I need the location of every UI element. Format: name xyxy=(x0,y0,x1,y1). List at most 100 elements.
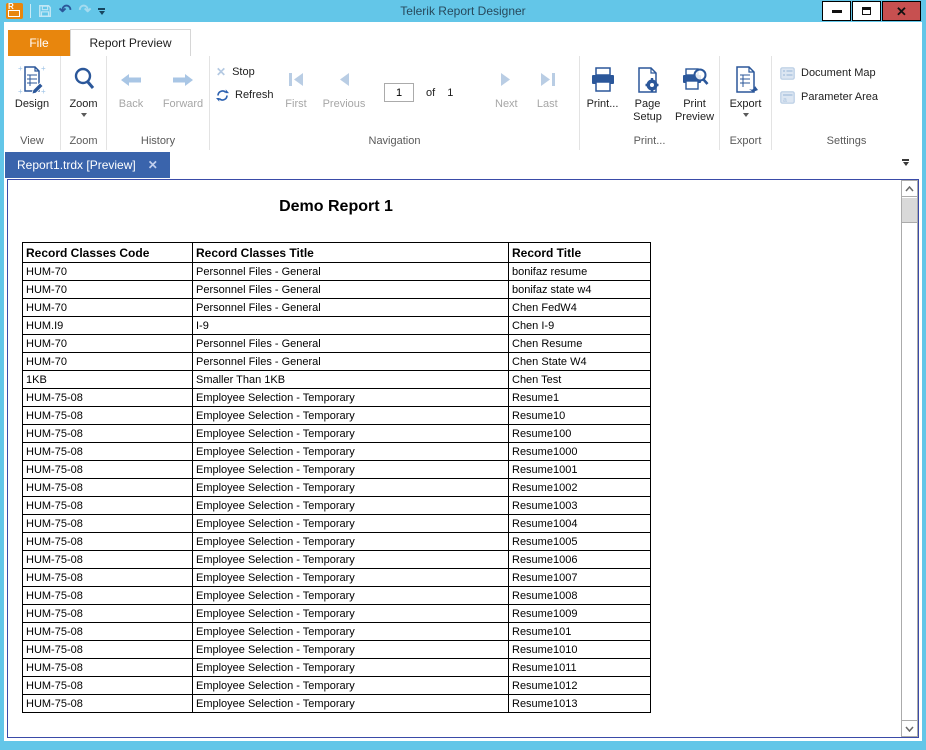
table-cell: Chen Resume xyxy=(508,334,651,353)
table-row: HUM-70 Personnel Files - General Chen FedW… xyxy=(22,298,651,317)
table-cell: Employee Selection - Temporary xyxy=(192,586,509,605)
page-setup-icon xyxy=(635,61,661,98)
ribbon-group-settings: Document Map a Parameter Area Settings xyxy=(772,56,921,150)
column-header: Record Title xyxy=(508,242,651,263)
document-map-icon xyxy=(780,66,795,80)
page-setup-button[interactable]: Page Setup xyxy=(627,56,669,124)
ribbon-group-view: + + + + Design V xyxy=(4,56,61,150)
back-button[interactable]: Back xyxy=(108,56,154,111)
table-cell: bonifaz state w4 xyxy=(508,280,651,299)
table-cell: HUM-75-08 xyxy=(22,586,193,605)
ribbon-group-print: Print... xyxy=(580,56,720,150)
undo-icon[interactable]: ↶ xyxy=(59,2,72,19)
zoom-button[interactable]: Zoom xyxy=(69,56,98,117)
back-arrow-icon xyxy=(120,61,142,98)
table-cell: Resume1011 xyxy=(508,658,651,677)
table-cell: Chen I-9 xyxy=(508,316,651,335)
table-cell: Smaller Than 1KB xyxy=(192,370,509,389)
stop-button[interactable]: ✕ Stop xyxy=(210,62,276,82)
scrollbar-thumb[interactable] xyxy=(902,198,917,223)
table-cell: Resume100 xyxy=(508,424,651,443)
parameter-area-icon: a xyxy=(780,90,795,104)
table-cell: Employee Selection - Temporary xyxy=(192,550,509,569)
last-page-button[interactable]: Last xyxy=(527,56,567,111)
table-cell: HUM-75-08 xyxy=(22,442,193,461)
table-cell: Resume1002 xyxy=(508,478,651,497)
redo-icon[interactable]: ↷ xyxy=(78,2,92,19)
table-cell: HUM-75-08 xyxy=(22,460,193,479)
table-cell: Resume1007 xyxy=(508,568,651,587)
divider xyxy=(30,4,31,18)
export-label: Export xyxy=(729,98,762,110)
close-icon: ✕ xyxy=(896,3,907,19)
report-title: Demo Report 1 xyxy=(279,198,393,215)
svg-text:a: a xyxy=(783,97,787,104)
tab-file[interactable]: File xyxy=(8,30,70,56)
document-tabstrip: Report1.trdx [Preview] ✕ xyxy=(4,150,922,179)
document-map-button[interactable]: Document Map xyxy=(780,63,921,83)
table-cell: Resume1013 xyxy=(508,694,651,713)
table-cell: Personnel Files - General xyxy=(192,334,509,353)
page-setup-label-line1: Page xyxy=(634,98,661,110)
table-cell: Resume1004 xyxy=(508,514,651,533)
group-label-history: History xyxy=(140,135,176,147)
table-row: HUM-75-08 Employee Selection - Temporary R… xyxy=(22,568,651,587)
group-label-export: Export xyxy=(729,135,762,147)
document-tab[interactable]: Report1.trdx [Preview] ✕ xyxy=(5,152,170,178)
table-cell: Resume101 xyxy=(508,622,651,641)
print-icon xyxy=(589,61,617,98)
refresh-button[interactable]: Refresh xyxy=(210,85,276,105)
table-cell: Chen Test xyxy=(508,370,651,389)
table-row: 1KB Smaller Than 1KB Chen Test xyxy=(22,370,651,389)
table-cell: HUM-75-08 xyxy=(22,550,193,569)
group-label-print: Print... xyxy=(633,135,666,147)
table-cell: HUM-75-08 xyxy=(22,568,193,587)
forward-button[interactable]: Forward xyxy=(158,56,208,111)
table-cell: Employee Selection - Temporary xyxy=(192,496,509,515)
print-preview-button[interactable]: Print Preview xyxy=(671,56,719,124)
maximize-button[interactable] xyxy=(852,1,881,21)
table-row: HUM-70 Personnel Files - General Chen Stat… xyxy=(22,352,651,371)
forward-label: Forward xyxy=(162,98,204,110)
document-tab-title: Report1.trdx [Preview] xyxy=(17,158,136,172)
maximize-icon xyxy=(862,7,871,15)
table-cell: Employee Selection - Temporary xyxy=(192,460,509,479)
scroll-up-button[interactable] xyxy=(902,181,917,197)
next-page-button[interactable]: Next xyxy=(485,56,527,111)
save-icon[interactable] xyxy=(38,4,52,18)
first-label: First xyxy=(285,98,307,110)
page-number-input[interactable] xyxy=(384,83,414,102)
table-row: HUM-75-08 Employee Selection - Temporary R… xyxy=(22,514,651,533)
parameter-area-button[interactable]: a Parameter Area xyxy=(780,87,921,107)
titlebar: R ↶ ↷ Telerik Report Designer ✕ xyxy=(0,0,926,22)
vertical-scrollbar[interactable] xyxy=(901,180,918,737)
table-cell: Personnel Files - General xyxy=(192,298,509,317)
table-cell: HUM-75-08 xyxy=(22,514,193,533)
tab-report-preview[interactable]: Report Preview xyxy=(70,29,191,56)
back-label: Back xyxy=(118,98,144,110)
table-cell: Resume1012 xyxy=(508,676,651,695)
app-icon[interactable]: R xyxy=(6,3,23,19)
table-row: HUM.I9 I-9 Chen I-9 xyxy=(22,316,651,335)
print-button[interactable]: Print... xyxy=(581,56,625,111)
scroll-down-button[interactable] xyxy=(902,720,917,736)
customize-quick-access-icon[interactable] xyxy=(98,7,106,15)
window-title: Telerik Report Designer xyxy=(400,4,526,18)
minimize-button[interactable] xyxy=(822,1,851,21)
zoom-icon xyxy=(71,61,97,98)
tabstrip-menu-icon[interactable] xyxy=(902,159,909,166)
table-row: HUM-75-08 Employee Selection - Temporary R… xyxy=(22,442,651,461)
close-button[interactable]: ✕ xyxy=(882,1,921,21)
table-row: HUM-70 Personnel Files - General Chen Resu… xyxy=(22,334,651,353)
window-controls: ✕ xyxy=(821,1,921,21)
previous-page-button[interactable]: Previous xyxy=(316,56,372,111)
table-cell: Resume1008 xyxy=(508,586,651,605)
print-preview-label-line2: Preview xyxy=(674,111,715,123)
export-button[interactable]: Export xyxy=(722,56,770,117)
table-cell: Resume1010 xyxy=(508,640,651,659)
first-page-button[interactable]: First xyxy=(276,56,316,111)
table-cell: Employee Selection - Temporary xyxy=(192,694,509,713)
design-button[interactable]: + + + + Design xyxy=(15,56,49,111)
table-row: HUM-75-08 Employee Selection - Temporary R… xyxy=(22,622,651,641)
document-tab-close-icon[interactable]: ✕ xyxy=(147,158,158,172)
